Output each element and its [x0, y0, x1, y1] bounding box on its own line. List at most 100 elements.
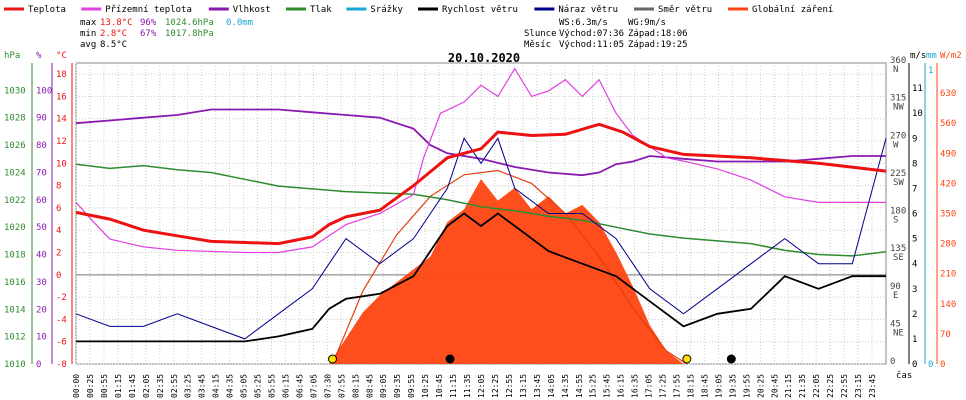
x-tick-label: 05:55	[268, 374, 277, 398]
humidity-tick: 50	[36, 223, 47, 233]
radiation-tick: 560	[940, 119, 956, 129]
x-tick-label: 04:35	[226, 374, 235, 398]
temperature-tick: 0	[56, 271, 61, 281]
wind-tick: 2	[912, 310, 917, 320]
x-tick-label: 00:55	[100, 374, 109, 398]
temperature-tick: -2	[56, 293, 67, 303]
x-tick-label: 12:05	[477, 374, 486, 398]
legend-label-0: Teplota	[28, 5, 66, 15]
stat-min-hum: 67%	[140, 29, 157, 39]
series-pressure	[75, 163, 887, 257]
x-tick-label: 07:05	[309, 374, 318, 398]
stat-max-rain: 0.0mm	[226, 18, 253, 28]
x-tick-label: 03:45	[198, 374, 207, 398]
pressure-tick: 1026	[4, 141, 26, 151]
wind-tick: 7	[912, 184, 917, 194]
x-tick-label: 21:15	[784, 374, 793, 398]
humidity-tick: 70	[36, 168, 47, 178]
chart-header: max 13.8°C 96% 1024.6hPa 0.0mm min 2.8°C…	[80, 18, 688, 65]
moon-set: Západ:19:25	[628, 40, 688, 50]
x-tick-label: 13:45	[533, 374, 542, 398]
temperature-tick: 8	[56, 182, 61, 192]
x-tick-label: 03:25	[184, 374, 193, 398]
stat-max-label: max	[80, 18, 97, 28]
direction-tick: 180	[890, 207, 906, 217]
direction-tick: 360	[890, 56, 906, 66]
series-ground-temperature	[75, 67, 886, 254]
direction-label: W	[893, 140, 899, 150]
x-tick-label: 09:05	[379, 374, 388, 398]
axes: 1010101210141016101810201022102410261028…	[4, 56, 956, 370]
x-tick-label: 07:55	[337, 374, 346, 398]
x-tick-label: 18:15	[686, 374, 695, 398]
temperature-tick: 16	[56, 92, 67, 102]
wind-tick: 5	[912, 235, 917, 245]
series-humidity	[75, 108, 886, 177]
x-tick-label: 16:35	[631, 374, 640, 398]
direction-tick: 270	[890, 131, 906, 141]
temperature-tick: -8	[56, 360, 67, 370]
stat-max-press: 1024.6hPa	[165, 18, 214, 28]
temperature-tick: 10	[56, 159, 67, 169]
legend-label-2: Vlhkost	[233, 5, 271, 15]
x-tick-label: 01:45	[128, 374, 137, 398]
unit-time: čas	[896, 370, 912, 381]
pressure-tick: 1020	[4, 223, 26, 233]
x-tick-label: 02:35	[156, 374, 165, 398]
series-radiation	[329, 179, 684, 364]
temperature-tick: -4	[56, 315, 67, 325]
radiation-tick: 140	[940, 300, 956, 310]
x-tick-label: 23:45	[868, 374, 877, 398]
x-tick-label: 20:45	[770, 374, 779, 398]
x-tick-label: 07:30	[323, 374, 332, 398]
temperature-tick: 14	[56, 115, 67, 125]
radiation-tick: 70	[940, 330, 951, 340]
wind-tick: 6	[912, 210, 917, 220]
direction-label: NW	[893, 103, 904, 113]
humidity-tick: 10	[36, 333, 47, 343]
temperature-tick: 6	[56, 204, 61, 214]
plot-area	[75, 67, 887, 365]
wind-tick: 9	[912, 134, 917, 144]
radiation-tick: 630	[940, 89, 956, 99]
x-tick-label: 19:05	[714, 374, 723, 398]
direction-tick: 225	[890, 169, 906, 179]
sun-marker	[328, 354, 337, 364]
x-tick-label: 19:35	[728, 374, 737, 398]
direction-label: NE	[893, 328, 904, 338]
direction-tick: 90	[890, 282, 901, 292]
sun-rise: Východ:07:36	[559, 29, 624, 39]
x-tick-label: 17:55	[673, 374, 682, 398]
wind-wg: WG:9m/s	[628, 18, 666, 28]
wind-ws: WS:6.3m/s	[559, 18, 608, 28]
x-tick-label: 12:55	[505, 374, 514, 398]
stat-min-press: 1017.8hPa	[165, 29, 214, 39]
radiation-tick: 280	[940, 240, 956, 250]
series-radiation-theoretical	[331, 169, 688, 365]
wind-tick: 10	[912, 109, 923, 119]
unit-degc: °C	[56, 51, 67, 61]
x-tick-label: 12:25	[491, 374, 500, 398]
x-tick-label: 11:35	[463, 374, 472, 398]
humidity-tick: 0	[36, 360, 41, 370]
temperature-tick: 18	[56, 70, 67, 80]
moon-marker	[726, 354, 736, 364]
direction-tick: 45	[890, 319, 901, 329]
legend-label-5: Rychlost větru	[442, 5, 518, 15]
stat-min-label: min	[80, 29, 96, 39]
legend-label-8: Globální záření	[752, 5, 833, 15]
pressure-tick: 1018	[4, 251, 26, 261]
direction-label: SE	[893, 253, 904, 263]
wind-tick: 8	[912, 159, 917, 169]
x-tick-label: 23:15	[854, 374, 863, 398]
wind-tick: 3	[912, 285, 917, 295]
x-tick-label: 22:55	[840, 374, 849, 398]
legend-label-7: Směr větru	[658, 5, 712, 15]
pressure-tick: 1016	[4, 278, 26, 288]
temperature-tick: 4	[56, 226, 61, 236]
x-tick-label: 22:05	[812, 374, 821, 398]
stat-min-temp: 2.8°C	[100, 29, 127, 39]
x-tick-label: 17:25	[659, 374, 668, 398]
moon-rise: Východ:11:05	[559, 40, 624, 50]
